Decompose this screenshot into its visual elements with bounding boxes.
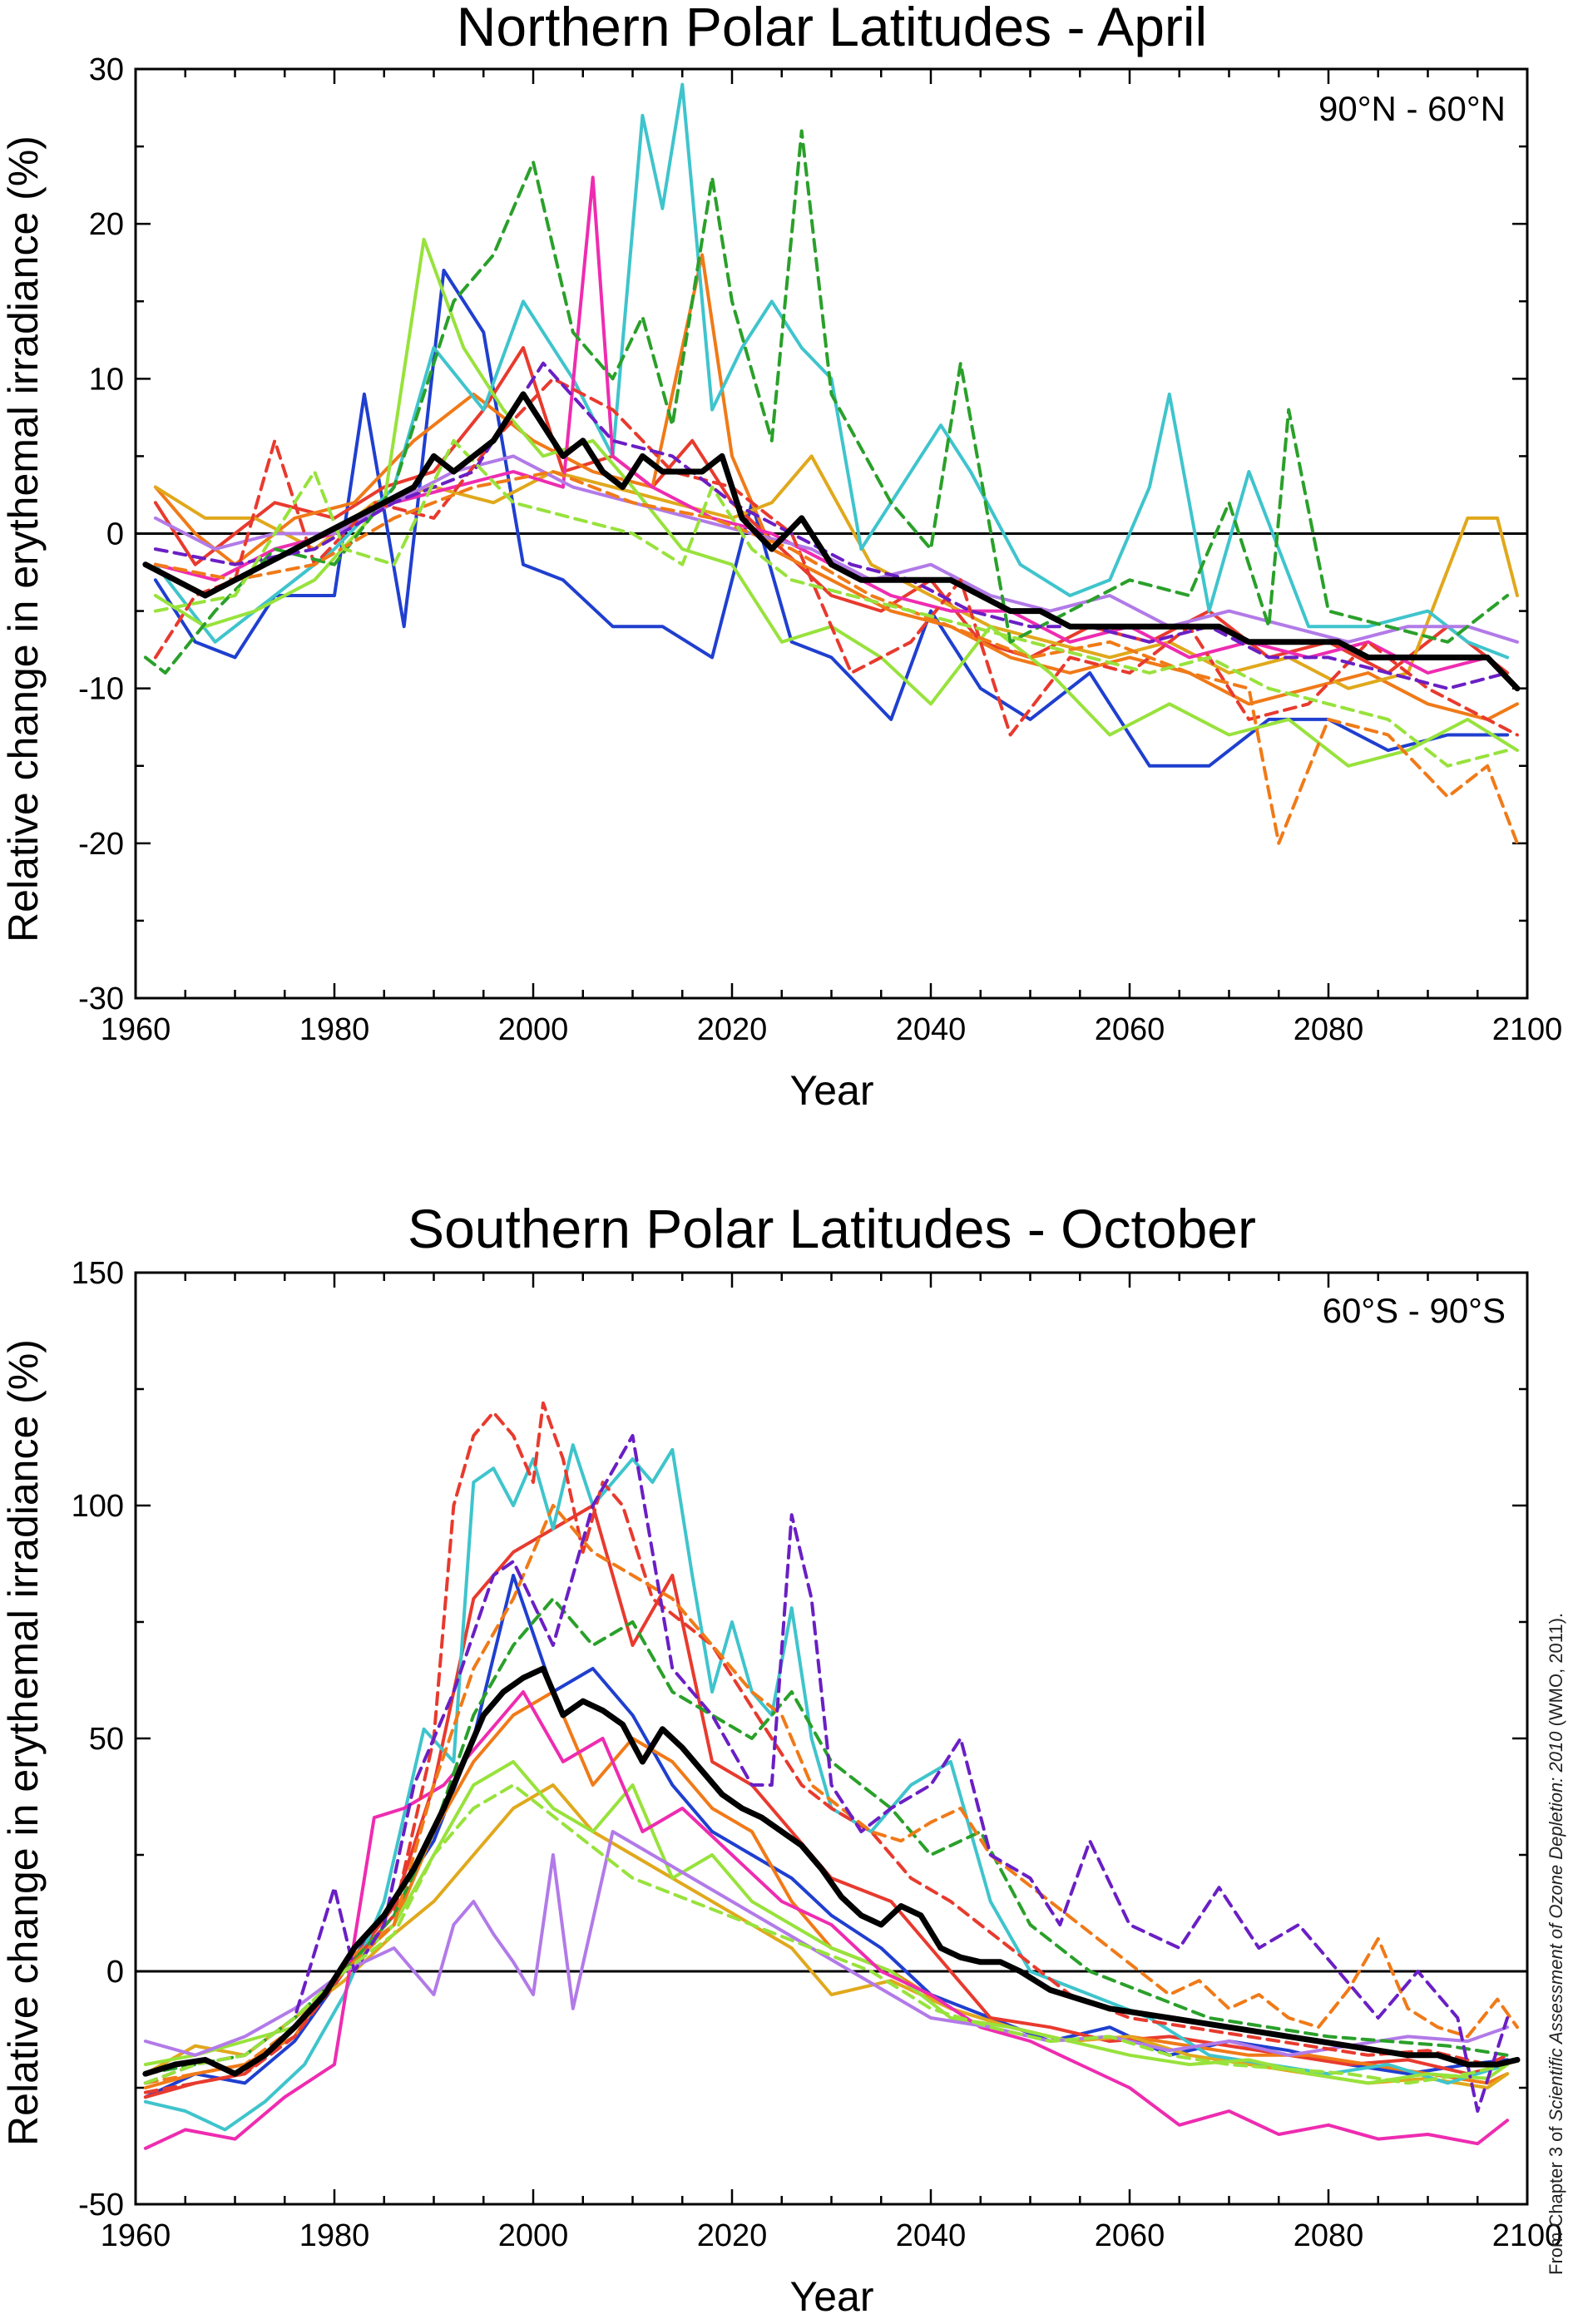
x-tick-label: 1960 (101, 2218, 171, 2253)
x-tick-label: 1980 (299, 2218, 370, 2253)
x-tick-label: 2100 (1492, 2218, 1563, 2253)
x-tick-label: 2080 (1294, 1012, 1364, 1047)
series-line-5 (143, 1443, 1510, 2132)
x-tick-label: 2040 (896, 1012, 967, 1047)
series-line-3 (153, 253, 1519, 721)
y-tick-label: -30 (78, 982, 124, 1016)
x-tick-labels: 1960 1980 2000 2020 2040 2060 2080 2100 (101, 1012, 1563, 1047)
series-line-1 (143, 1574, 1510, 2099)
y-tick-label: 0 (106, 517, 124, 552)
y-axis-label: Relative change in erythemal irradiance … (0, 136, 47, 942)
series-line-11 (153, 470, 1519, 845)
y-tick-label: 100 (72, 1489, 124, 1524)
series-line-12 (153, 361, 1510, 690)
series-line-8 (143, 1830, 1510, 2057)
chart-title: Southern Polar Latitudes - October (408, 1198, 1256, 1259)
credit-suffix: (WMO, 2011). (1546, 1613, 1566, 1732)
x-tick-label: 2060 (1095, 1012, 1165, 1047)
series-line-12 (143, 1434, 1510, 2113)
series-line-2 (143, 1504, 1510, 2099)
series-line-10 (143, 1597, 1510, 2076)
x-tick-label: 2020 (697, 1012, 768, 1047)
y-tick-label: -10 (78, 672, 124, 707)
y-tick-label: 0 (106, 1955, 124, 1990)
series-line-10 (143, 129, 1510, 675)
series-line-4 (153, 454, 1519, 690)
series-line-7 (143, 1690, 1510, 2150)
x-tick-label: 2060 (1095, 2218, 1165, 2253)
series-lines (142, 82, 1521, 845)
x-tick-label: 2040 (896, 2218, 967, 2253)
series-lines (142, 1401, 1521, 2150)
series-line-mean (142, 1665, 1521, 2077)
series-line-13 (143, 1783, 1510, 2085)
x-tick-label: 2080 (1294, 2218, 1364, 2253)
y-tick-labels: -50 0 50 100 150 (72, 1256, 124, 2223)
y-tick-label: 150 (72, 1256, 124, 1291)
y-tick-label: 30 (89, 52, 124, 87)
x-tick-label: 2100 (1492, 1012, 1563, 1047)
y-tick-label: -20 (78, 827, 124, 862)
series-line-5 (153, 82, 1510, 660)
series-line-8 (153, 454, 1519, 644)
y-tick-label: -50 (78, 2188, 124, 2223)
y-tick-label: 10 (89, 362, 124, 397)
x-axis-label: Year (789, 2273, 873, 2320)
chart-northern-april: Northern Polar Latitudes - April Relativ… (0, 0, 1562, 1114)
y-axis-label: Relative change in erythemal irradiance … (0, 1339, 47, 2146)
series-line-4 (143, 1783, 1510, 2089)
series-line-7 (153, 176, 1519, 690)
y-tick-label: 20 (89, 207, 124, 242)
plot-frame (134, 1271, 1529, 2206)
region-label: 90°N - 60°N (1318, 89, 1506, 128)
x-axis-label: Year (789, 1067, 873, 1114)
x-tick-label: 2000 (498, 1012, 569, 1047)
source-credit: From Chapter 3 of Scientific Assessment … (1546, 1613, 1566, 2275)
credit-title: Scientific Assessment of Ozone Depletion… (1546, 1731, 1566, 2122)
x-tick-labels: 1960 1980 2000 2020 2040 2060 2080 2100 (101, 2218, 1563, 2253)
series-line-11 (143, 1504, 1519, 2085)
x-tick-label: 1960 (101, 1012, 171, 1047)
series-line-6 (143, 1760, 1510, 2085)
y-tick-label: 50 (89, 1722, 124, 1757)
series-line-mean (142, 391, 1521, 692)
x-tick-label: 2000 (498, 2218, 569, 2253)
region-label: 60°S - 90°S (1323, 1291, 1506, 1330)
series-line-9 (153, 377, 1519, 737)
chart-title: Northern Polar Latitudes - April (457, 0, 1207, 57)
plot-border (134, 1271, 1529, 2206)
credit-prefix: From Chapter 3 of (1546, 2121, 1566, 2275)
y-tick-labels: -30 -20 -10 0 10 20 30 (78, 52, 124, 1016)
series-line-6 (153, 237, 1519, 768)
x-tick-label: 1980 (299, 1012, 370, 1047)
series-line-13 (153, 438, 1510, 768)
x-tick-label: 2020 (697, 2218, 768, 2253)
chart-southern-october: Southern Polar Latitudes - October Relat… (0, 1198, 1562, 2320)
